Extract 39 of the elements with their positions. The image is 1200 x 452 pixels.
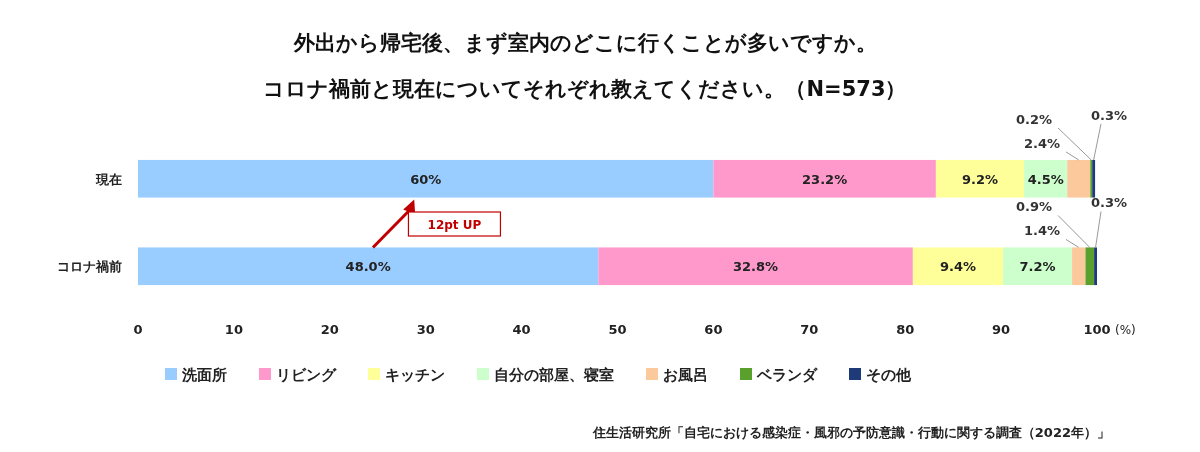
x-tick-label: 50 bbox=[608, 322, 627, 337]
legend-label: 自分の部屋、寝室 bbox=[494, 366, 614, 384]
chart-subtitle: コロナ禍前と現在についてそれぞれ教えてください。（N=573） bbox=[263, 77, 907, 101]
data-label: 9.4% bbox=[939, 259, 976, 275]
data-label: 0.3% bbox=[1091, 107, 1128, 123]
chart-title: 外出から帰宅後、まず室内のどこに行くことが多いですか。 bbox=[292, 31, 877, 55]
x-tick-label: 0 bbox=[133, 322, 143, 337]
x-tick-label: 90 bbox=[992, 322, 1011, 337]
data-label: 9.2% bbox=[961, 171, 999, 187]
data-label: 7.2% bbox=[1019, 259, 1056, 275]
legend-label: その他 bbox=[866, 366, 912, 384]
legend-label: 洗面所 bbox=[181, 366, 227, 384]
x-tick-label: 60 bbox=[704, 322, 723, 337]
data-label: 0.3% bbox=[1091, 195, 1128, 211]
legend-label: ベランダ bbox=[756, 366, 818, 384]
data-label: 0.2% bbox=[1015, 111, 1052, 127]
legend-label: リビング bbox=[276, 366, 337, 384]
x-tick-label: 100 bbox=[1083, 322, 1111, 337]
x-axis-title: (%) bbox=[1115, 323, 1136, 337]
legend-label: お風呂 bbox=[663, 366, 708, 384]
data-label: 23.2% bbox=[802, 171, 848, 187]
x-tick-label: 80 bbox=[896, 322, 915, 337]
y-tick-label: コロナ禍前 bbox=[57, 259, 122, 275]
legend-label: キッチン bbox=[385, 366, 445, 384]
x-tick-label: 30 bbox=[416, 322, 435, 337]
data-label: 0.9% bbox=[1015, 199, 1052, 215]
data-label: 4.5% bbox=[1027, 171, 1064, 187]
y-tick-label: 現在 bbox=[95, 171, 122, 187]
text: 住生活研究所「自宅における感染症・風邪の予防意識・行動に関する調査（2022年）」 bbox=[591, 425, 1110, 440]
data-label: 2.4% bbox=[1023, 135, 1060, 151]
data-label: 1.4% bbox=[1023, 223, 1060, 239]
data-label: 48.0% bbox=[345, 259, 391, 275]
data-label: 32.8% bbox=[733, 259, 779, 275]
x-tick-label: 40 bbox=[512, 322, 531, 337]
data-label: 60% bbox=[410, 171, 442, 187]
x-tick-label: 10 bbox=[224, 322, 243, 337]
annotation: 12pt UP bbox=[427, 218, 482, 232]
x-tick-label: 20 bbox=[320, 322, 339, 337]
x-tick-label: 70 bbox=[800, 322, 819, 337]
